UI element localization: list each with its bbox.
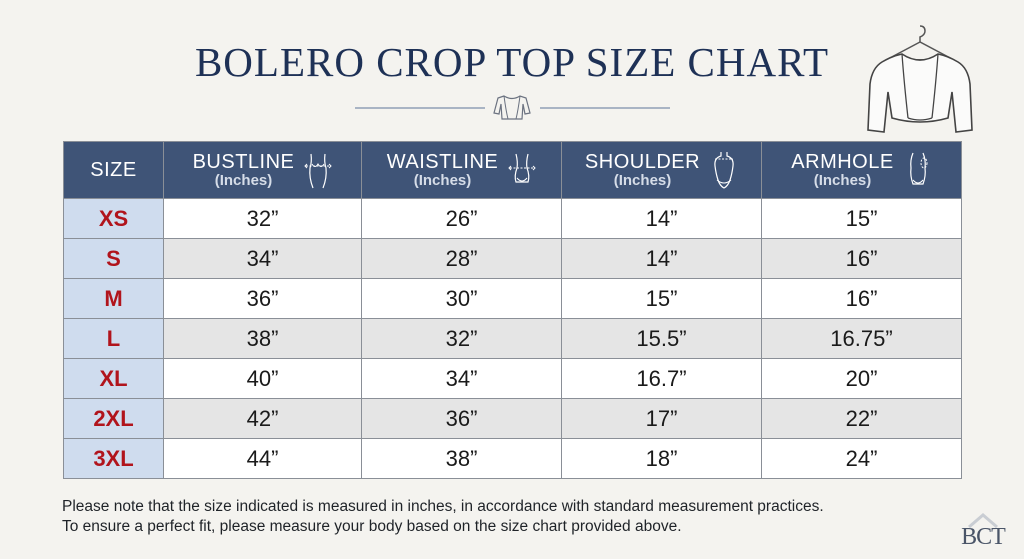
- header-size-label: SIZE: [90, 158, 137, 181]
- bustline-cell: 38”: [163, 318, 362, 359]
- waistline-cell: 30”: [361, 278, 562, 319]
- shoulder-cell: 18”: [561, 438, 762, 479]
- armhole-cell: 16”: [761, 238, 962, 279]
- shoulder-cell: 15.5”: [561, 318, 762, 359]
- size-chart-table-wrapper: SIZE BUSTLINE (Inches): [63, 141, 962, 483]
- header-armhole: ARMHOLE (Inches): [761, 141, 962, 199]
- header-waistline: WAISTLINE (Inches): [361, 141, 562, 199]
- note-line-2: To ensure a perfect fit, please measure …: [62, 518, 682, 535]
- size-chart-table: SIZE BUSTLINE (Inches): [63, 141, 962, 479]
- header-bustline: BUSTLINE (Inches): [163, 141, 362, 199]
- brand-logo: BCT: [955, 512, 1011, 552]
- bustline-cell: 44”: [163, 438, 362, 479]
- armhole-cell: 16.75”: [761, 318, 962, 359]
- armhole-cell: 16”: [761, 278, 962, 319]
- waistline-cell: 26”: [361, 198, 562, 239]
- armhole-cell: 20”: [761, 358, 962, 399]
- header-armhole-label: ARMHOLE: [791, 150, 894, 173]
- bustline-cell: 36”: [163, 278, 362, 319]
- size-cell: 2XL: [63, 398, 164, 439]
- logo-roof-icon: [968, 513, 998, 528]
- shoulder-cell: 14”: [561, 198, 762, 239]
- header-size: SIZE: [63, 141, 164, 199]
- armhole-cell: 22”: [761, 398, 962, 439]
- size-cell: L: [63, 318, 164, 359]
- header-waistline-unit: (Inches): [413, 171, 472, 189]
- bolero-icon: [493, 95, 531, 120]
- waistline-cell: 34”: [361, 358, 562, 399]
- header-bustline-unit: (Inches): [214, 171, 273, 189]
- logo-text: BCT: [961, 524, 1006, 550]
- title-divider-left: [355, 107, 485, 109]
- waistline-cell: 36”: [361, 398, 562, 439]
- shoulder-cell: 16.7”: [561, 358, 762, 399]
- table-row: S 34” 28” 14” 16”: [63, 238, 962, 279]
- shoulder-measure-icon: [714, 152, 734, 189]
- size-cell: XS: [63, 198, 164, 239]
- armhole-cell: 15”: [761, 198, 962, 239]
- waistline-cell: 38”: [361, 438, 562, 479]
- shoulder-cell: 17”: [561, 398, 762, 439]
- armhole-measure-icon: [909, 152, 928, 185]
- shoulder-cell: 15”: [561, 278, 762, 319]
- waist-measure-icon: [508, 153, 536, 183]
- bust-measure-icon: [304, 153, 333, 189]
- size-cell: XL: [63, 358, 164, 399]
- header-shoulder: SHOULDER (Inches): [561, 141, 762, 199]
- armhole-cell: 24”: [761, 438, 962, 479]
- size-cell: S: [63, 238, 164, 279]
- header-waistline-label: WAISTLINE: [386, 150, 499, 173]
- bolero-hanger-icon: [867, 25, 973, 133]
- table-row: XL 40” 34” 16.7” 20”: [63, 358, 962, 399]
- header-shoulder-unit: (Inches): [613, 171, 672, 189]
- table-row: 2XL 42” 36” 17” 22”: [63, 398, 962, 439]
- waistline-cell: 32”: [361, 318, 562, 359]
- bustline-cell: 34”: [163, 238, 362, 279]
- measurement-note: Please note that the size indicated is m…: [62, 497, 962, 537]
- title-divider-right: [540, 107, 670, 109]
- bustline-cell: 40”: [163, 358, 362, 399]
- table-row: M 36” 30” 15” 16”: [63, 278, 962, 319]
- bustline-cell: 42”: [163, 398, 362, 439]
- note-line-1: Please note that the size indicated is m…: [62, 498, 824, 515]
- bustline-cell: 32”: [163, 198, 362, 239]
- page-title: BOLERO CROP TOP SIZE CHART: [194, 39, 830, 85]
- header-shoulder-label: SHOULDER: [584, 150, 701, 173]
- waistline-cell: 28”: [361, 238, 562, 279]
- table-row: L 38” 32” 15.5” 16.75”: [63, 318, 962, 359]
- size-cell: M: [63, 278, 164, 319]
- size-cell: 3XL: [63, 438, 164, 479]
- table-row: XS 32” 26” 14” 15”: [63, 198, 962, 239]
- table-row: 3XL 44” 38” 18” 24”: [63, 438, 962, 479]
- table-header-row: SIZE BUSTLINE (Inches): [63, 141, 962, 199]
- shoulder-cell: 14”: [561, 238, 762, 279]
- header-bustline-label: BUSTLINE: [192, 150, 295, 173]
- header-armhole-unit: (Inches): [813, 171, 872, 189]
